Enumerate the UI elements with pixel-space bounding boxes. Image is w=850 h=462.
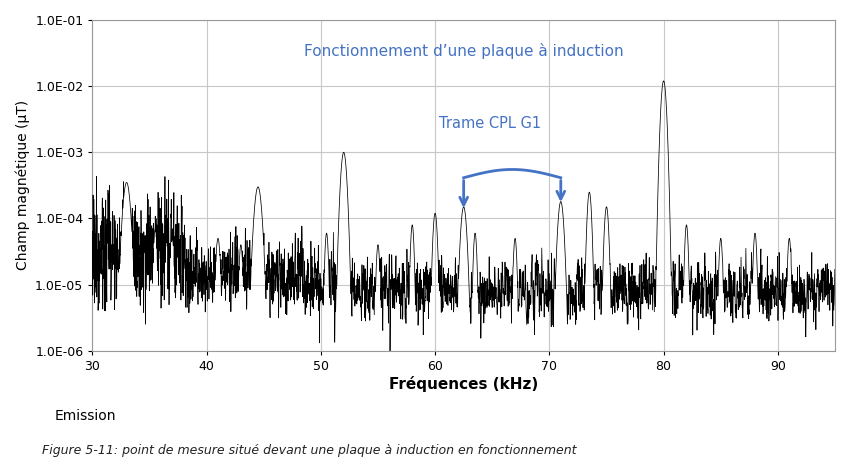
Text: Emission: Emission [54, 409, 116, 423]
Text: Trame CPL G1: Trame CPL G1 [439, 116, 541, 131]
X-axis label: Fréquences (kHz): Fréquences (kHz) [389, 376, 538, 392]
Text: Figure 5-11: point de mesure situé devant une plaque à induction en fonctionneme: Figure 5-11: point de mesure situé devan… [42, 444, 577, 457]
Y-axis label: Champ magnétique (µT): Champ magnétique (µT) [15, 100, 30, 270]
Text: Fonctionnement d’une plaque à induction: Fonctionnement d’une plaque à induction [303, 43, 624, 59]
